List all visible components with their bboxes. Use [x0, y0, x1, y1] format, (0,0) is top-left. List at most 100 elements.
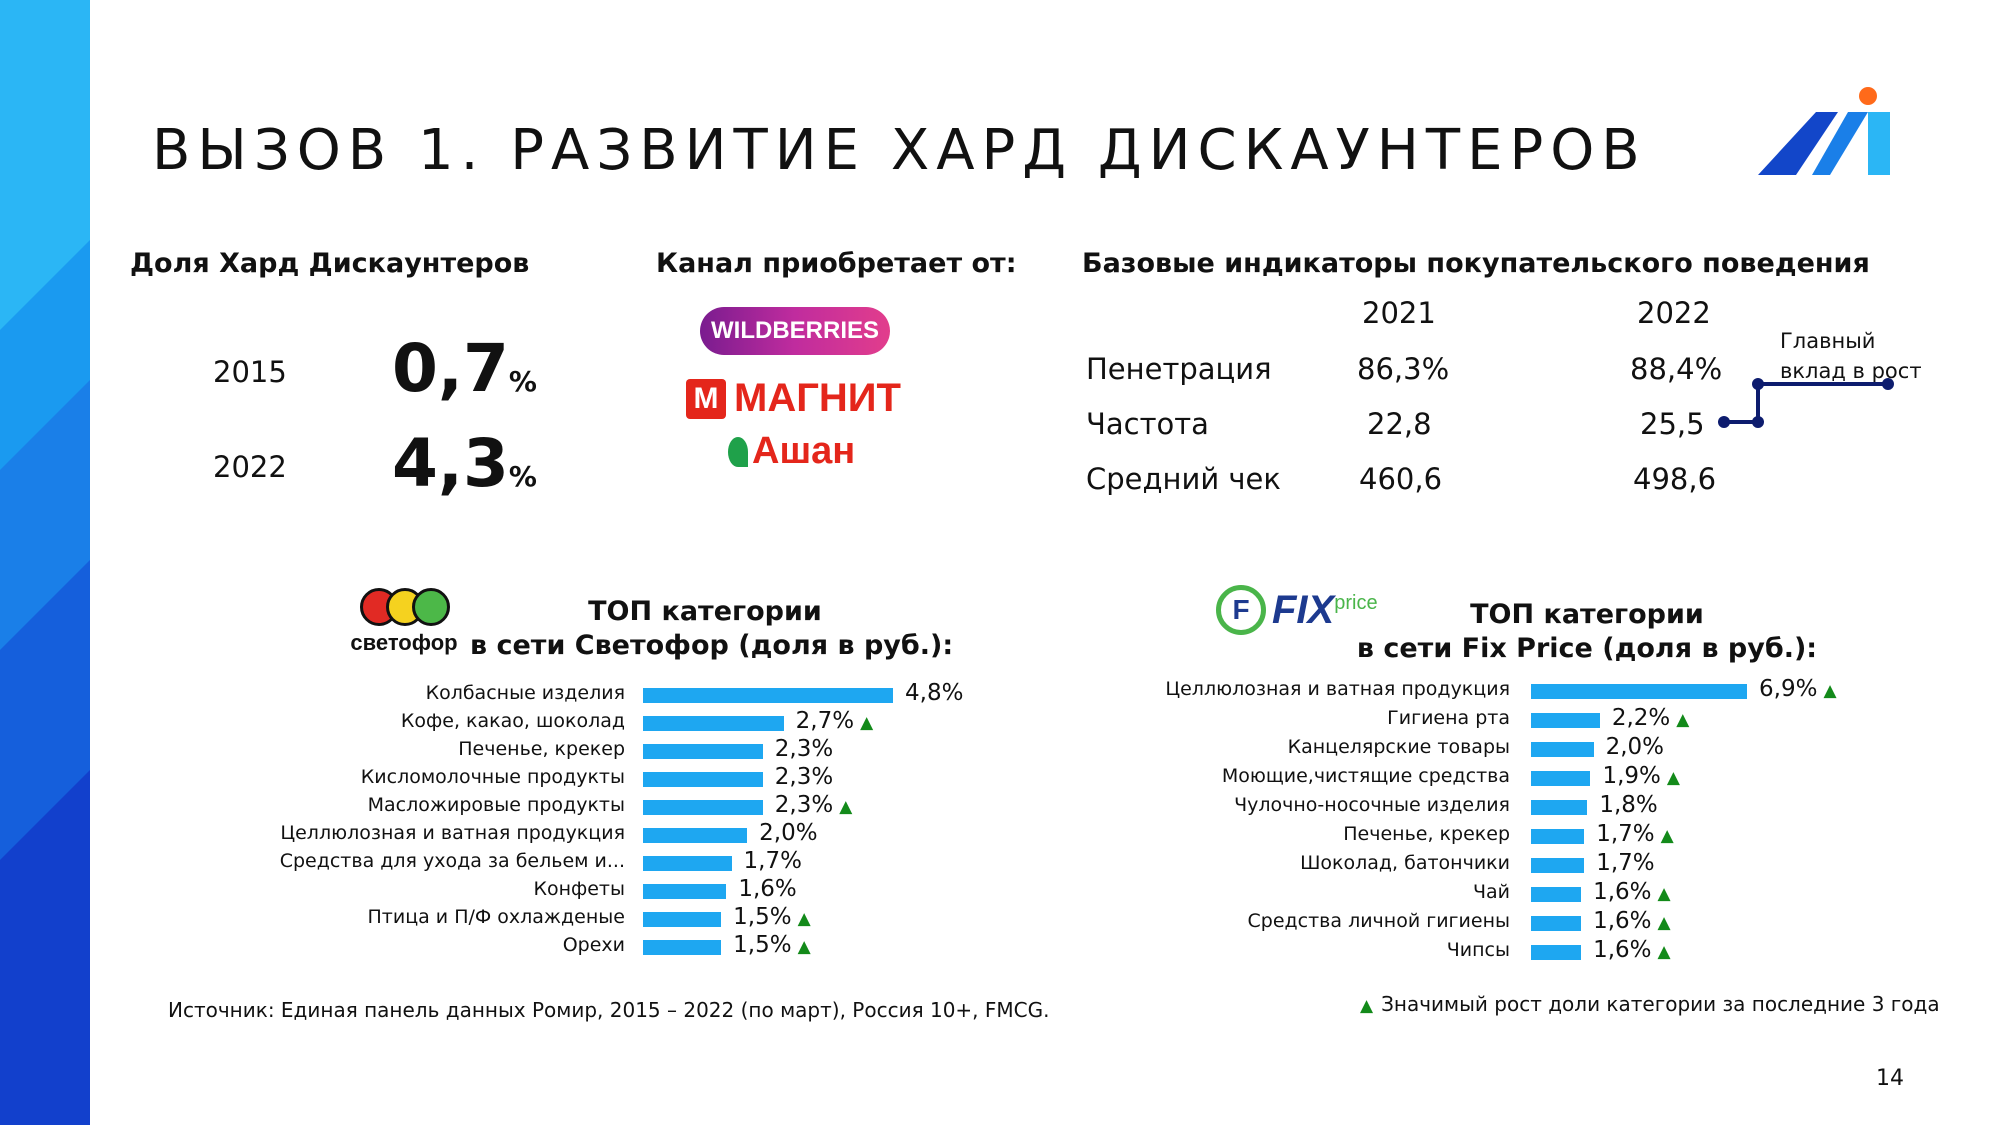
category-bar [643, 688, 893, 703]
category-bar [643, 800, 763, 815]
indicators-heading: Базовые индикаторы покупательского повед… [1082, 248, 1870, 279]
channel-heading: Канал приобретает от: [656, 248, 1017, 279]
share-year-2015: 2015 [213, 355, 287, 389]
svetofor-chart-title: ТОП категории в сети Светофор (доля в ру… [470, 596, 954, 661]
value-label: 2,0% [759, 820, 818, 846]
value-label: 6,9% ▲ [1759, 676, 1837, 702]
category-label: Колбасные изделия [425, 682, 625, 704]
growth-arrow-icon: ▲ [860, 713, 874, 733]
traffic-light-green-icon [412, 588, 450, 626]
category-label: Средства личной гигиены [1247, 910, 1510, 932]
share-year-2022: 2022 [213, 450, 287, 484]
value-label: 1,7% ▲ [1596, 821, 1674, 847]
growth-arrow-icon: ▲ [1823, 681, 1837, 701]
category-label: Масложировые продукты [367, 794, 625, 816]
fixprice-logo: F FIX price [1216, 585, 1378, 635]
value-label: 1,6% ▲ [1593, 908, 1671, 934]
fixprice-chart-title: ТОП категории в сети Fix Price (доля в р… [1356, 599, 1818, 664]
value-label: 1,6% ▲ [1593, 879, 1671, 905]
growth-arrow-icon: ▲ [839, 797, 853, 817]
category-bar [643, 856, 732, 871]
share-value-2022: 4,3% [392, 425, 537, 502]
indicator-value-2021: 86,3% [1357, 352, 1450, 386]
indicator-value-2022: 88,4% [1630, 352, 1723, 386]
category-label: Гигиена рта [1387, 707, 1510, 729]
indicator-label: Частота [1086, 407, 1209, 441]
category-bar [1531, 800, 1588, 815]
growth-arrow-icon: ▲ [1676, 710, 1690, 730]
magnit-logo: М МАГНИТ [686, 376, 901, 421]
category-bar [1531, 742, 1594, 757]
category-label: Целлюлозная и ватная продукция [280, 822, 625, 844]
indicator-value-2022: 25,5 [1640, 407, 1705, 441]
main-contribution-note: Главный вклад в рост [1780, 329, 1922, 383]
share-value-2015: 0,7% [392, 330, 537, 407]
category-bar [643, 884, 727, 899]
contribution-connector [1718, 378, 1894, 428]
growth-arrow-icon: ▲ [1657, 913, 1671, 933]
category-label: Орехи [562, 934, 625, 956]
category-label: Канцелярские товары [1287, 736, 1510, 758]
category-bar [643, 744, 763, 759]
category-bar [1531, 858, 1585, 873]
indicator-value-2021: 22,8 [1367, 407, 1432, 441]
svetofor-logo: светофор [340, 586, 468, 656]
category-bar [643, 940, 722, 955]
value-label: 2,2% ▲ [1611, 705, 1690, 731]
category-bar [643, 912, 722, 927]
growth-arrow-icon: ▲ [797, 909, 811, 929]
value-label: 2,3% [774, 764, 834, 790]
category-label: Кисломолочные продукты [360, 766, 625, 788]
slide-title: ВЫЗОВ 1. РАЗВИТИЕ ХАРД ДИСКАУНТЕРОВ [152, 118, 1647, 183]
value-label: 2,3% [774, 736, 834, 762]
value-label: 2,3% ▲ [774, 792, 853, 818]
category-label: Птица и П/Ф охлажденые [367, 906, 625, 928]
auchan-bird-icon [728, 436, 748, 467]
category-label: Чай [1472, 881, 1510, 903]
value-label: 1,8% [1599, 792, 1658, 818]
category-label: Печенье, крекер [458, 738, 625, 760]
value-label: 1,7% [743, 848, 802, 874]
indicators-year-2021: 2021 [1362, 296, 1436, 330]
value-label: 2,7% ▲ [795, 708, 874, 734]
category-bar [643, 828, 748, 843]
category-bar [1531, 916, 1582, 931]
category-label: Чипсы [1446, 939, 1510, 961]
share-heading: Доля Хард Дискаунтеров [130, 248, 530, 279]
growth-arrow-icon: ▲ [1657, 884, 1671, 904]
value-label: 1,7% [1596, 850, 1655, 876]
value-label: 1,6% [738, 876, 797, 902]
growth-arrow-icon: ▲ [1660, 826, 1674, 846]
romir-logo [1758, 87, 1890, 175]
category-label: Печенье, крекер [1343, 823, 1510, 845]
indicator-value-2022: 498,6 [1633, 462, 1717, 496]
indicator-value-2021: 460,6 [1359, 462, 1443, 496]
category-bar [1531, 887, 1582, 902]
value-label: 2,0% [1605, 734, 1665, 760]
source-note: Источник: Единая панель данных Ромир, 20… [168, 998, 1050, 1022]
growth-arrow-icon: ▲ [1360, 996, 1374, 1016]
indicators-year-2022: 2022 [1637, 296, 1711, 330]
fixprice-f-icon: F [1216, 585, 1266, 635]
value-label: 1,9% ▲ [1602, 763, 1680, 789]
category-bar [643, 716, 784, 731]
category-label: Шоколад, батончики [1300, 852, 1510, 874]
decorative-stripe [0, 0, 90, 1125]
category-bar [1531, 829, 1585, 844]
category-bar [1531, 945, 1582, 960]
value-label: 1,5% ▲ [733, 932, 811, 958]
growth-arrow-icon: ▲ [1657, 942, 1671, 962]
value-label: 1,5% ▲ [733, 904, 811, 930]
auchan-logo: Ашан [728, 430, 855, 473]
category-bar [1531, 713, 1600, 728]
category-label: Конфеты [533, 878, 625, 900]
category-bar [1531, 684, 1747, 699]
magnit-m-icon: М [686, 378, 726, 419]
value-label: 4,8% [905, 680, 964, 706]
category-label: Кофе, какао, шоколад [400, 710, 625, 732]
category-label: Чулочно-носочные изделия [1234, 794, 1510, 816]
growth-legend: ▲ Значимый рост доли категории за последн… [1360, 992, 1940, 1016]
category-bar [643, 772, 763, 787]
category-bar [1531, 771, 1591, 786]
category-label: Средства для ухода за бельем и... [279, 850, 625, 872]
